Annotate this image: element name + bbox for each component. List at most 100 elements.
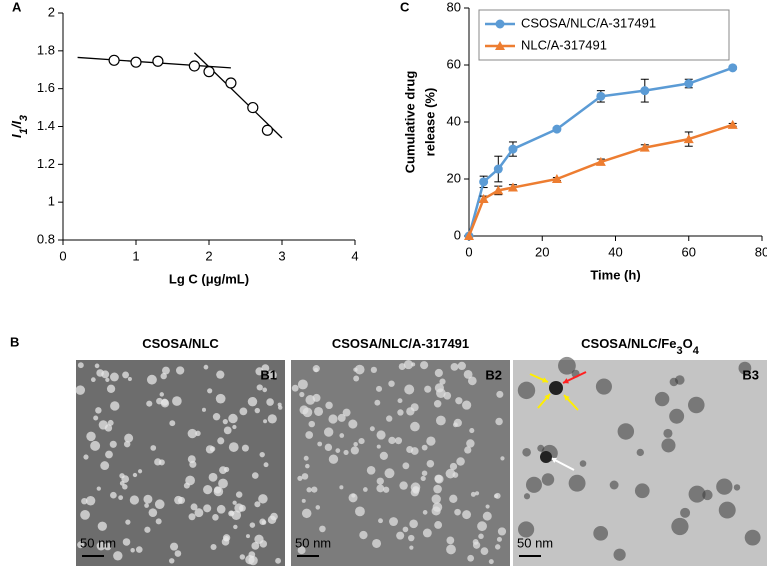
particle [661, 438, 676, 453]
particle [421, 470, 428, 476]
particle [132, 472, 138, 478]
particle [90, 377, 96, 383]
particle [301, 508, 312, 519]
particle [137, 469, 143, 474]
particle [267, 414, 277, 424]
particle [232, 500, 237, 505]
data-point [203, 66, 215, 78]
particle [376, 430, 386, 440]
particle [312, 393, 321, 402]
y-axis-title: release (%) [422, 88, 437, 157]
particle [358, 437, 365, 445]
particle [156, 397, 163, 405]
label: CSOSA/NLC [142, 336, 219, 351]
particle [106, 384, 116, 393]
particle [104, 424, 113, 432]
particle [245, 534, 250, 539]
data-point [728, 63, 738, 73]
particle [424, 385, 432, 393]
particle [218, 478, 228, 489]
text-part: CSOSA/NLC/A-317491 [332, 336, 469, 351]
particle [359, 530, 368, 540]
particle [172, 396, 182, 406]
y-tick-label: 0 [454, 227, 461, 242]
particle [467, 554, 475, 562]
particle [258, 494, 268, 504]
particle [228, 442, 239, 452]
particle [687, 396, 705, 414]
particle [370, 366, 378, 374]
particle [207, 388, 213, 394]
particle [113, 551, 123, 561]
particle [103, 542, 112, 551]
particle [90, 440, 101, 451]
y-tick-label: 60 [447, 56, 461, 71]
particle [402, 462, 410, 470]
particle [671, 517, 689, 536]
particle [210, 543, 217, 551]
particle [239, 554, 246, 560]
particle [277, 402, 282, 407]
data-point [493, 185, 504, 195]
particle [122, 538, 131, 546]
particle [223, 426, 232, 435]
particle [154, 458, 162, 466]
particle [266, 398, 274, 406]
particle [518, 521, 535, 538]
particle [525, 476, 542, 493]
particle [256, 384, 263, 391]
particle [86, 431, 96, 442]
particle [500, 456, 505, 461]
particle [339, 433, 345, 438]
particle [537, 444, 545, 452]
particle [233, 524, 238, 530]
particle [355, 506, 365, 517]
particle [125, 519, 131, 525]
particle [374, 399, 381, 406]
particle [222, 418, 228, 425]
particle [410, 421, 420, 432]
particle [118, 495, 124, 501]
particle [342, 408, 351, 417]
particle [303, 455, 309, 461]
particle [328, 414, 338, 424]
particle [249, 522, 256, 528]
data-point [478, 193, 489, 203]
particle [466, 439, 475, 448]
data-point [247, 101, 259, 114]
particle [96, 541, 106, 551]
particle [408, 534, 415, 542]
particle [301, 473, 309, 480]
particle [213, 486, 224, 497]
particle [97, 521, 107, 531]
particle [305, 463, 310, 469]
particle [305, 431, 314, 439]
data-point [684, 79, 694, 89]
particle [110, 401, 120, 411]
particle [169, 542, 179, 551]
particle [738, 361, 752, 375]
particle [311, 486, 318, 493]
particle [449, 462, 458, 471]
particle [215, 393, 226, 404]
particle [680, 507, 691, 518]
particle [160, 372, 167, 380]
particle [239, 504, 246, 512]
x-tick-label: 4 [351, 248, 358, 263]
particle [75, 385, 86, 395]
particle [324, 427, 334, 437]
text-part: O [683, 336, 693, 351]
particle [420, 475, 426, 482]
particle [95, 407, 102, 414]
x-axis-title: Time (h) [590, 267, 640, 282]
particle [350, 446, 359, 455]
y-tick-label: 0.8 [37, 231, 55, 246]
particle [328, 454, 339, 464]
particle [254, 407, 261, 414]
data-point [551, 174, 562, 183]
particle [188, 513, 196, 521]
particle [409, 545, 414, 550]
x-tick-label: 80 [755, 244, 767, 259]
particle [636, 448, 644, 457]
particle [100, 461, 110, 471]
